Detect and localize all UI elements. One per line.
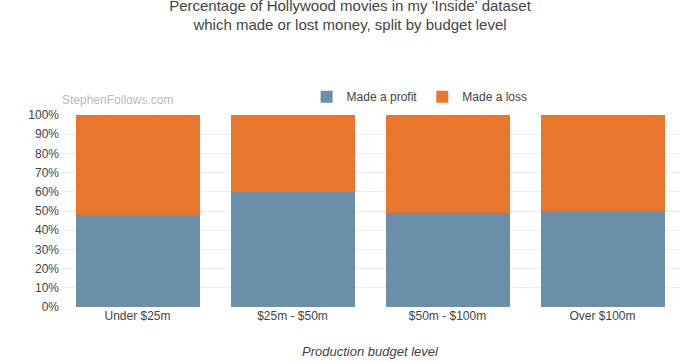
svg-text:80%: 80% — [35, 147, 59, 161]
svg-text:StephenFollows.com: StephenFollows.com — [62, 93, 173, 107]
svg-text:0%: 0% — [42, 300, 60, 314]
svg-text:90%: 90% — [35, 127, 59, 141]
svg-text:Made a profit: Made a profit — [347, 90, 418, 104]
svg-text:Made a loss: Made a loss — [462, 90, 527, 104]
svg-text:20%: 20% — [35, 262, 59, 276]
svg-text:Production budget level: Production budget level — [302, 344, 439, 359]
svg-text:$50m - $100m: $50m - $100m — [409, 309, 486, 323]
svg-text:Percentage of Hollywood movies: Percentage of Hollywood movies in my 'In… — [169, 0, 532, 33]
svg-text:10%: 10% — [35, 281, 59, 295]
svg-text:Over $100m: Over $100m — [569, 309, 635, 323]
svg-text:100%: 100% — [28, 108, 59, 122]
svg-text:$25m - $50m: $25m - $50m — [257, 309, 328, 323]
svg-text:50%: 50% — [35, 204, 59, 218]
svg-text:Under $25m: Under $25m — [104, 309, 170, 323]
svg-text:40%: 40% — [35, 223, 59, 237]
svg-text:30%: 30% — [35, 243, 59, 257]
svg-text:60%: 60% — [35, 185, 59, 199]
svg-text:70%: 70% — [35, 166, 59, 180]
